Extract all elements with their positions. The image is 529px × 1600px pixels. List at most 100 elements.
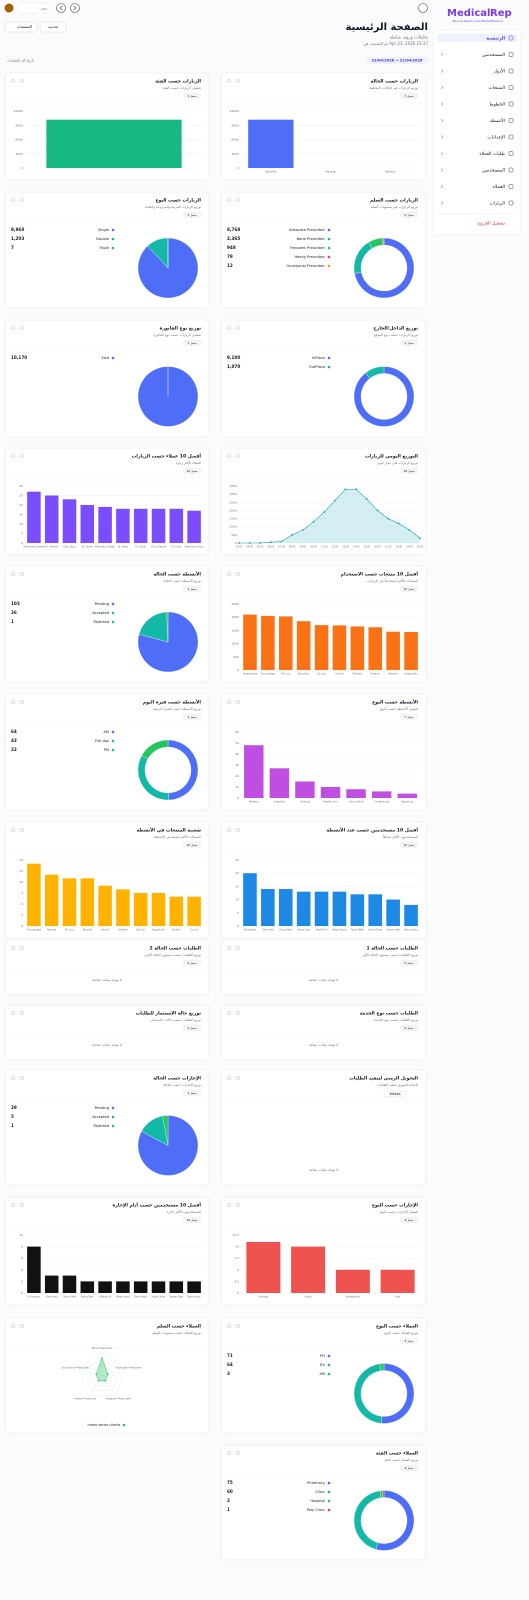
download-icon[interactable] <box>227 1203 231 1207</box>
nav-item[interactable]: الأنشطة <box>490 117 505 124</box>
download-icon[interactable] <box>227 1451 231 1455</box>
nav-item[interactable]: الأدوار <box>493 68 505 75</box>
download-icon[interactable] <box>11 326 15 330</box>
nav-icon <box>508 101 514 107</box>
nav-item[interactable]: طلبات العملاء <box>479 152 505 157</box>
nav-item[interactable]: الخطوط <box>489 103 505 108</box>
nav-item[interactable]: العملاء <box>493 185 505 190</box>
x-tick-label: Brufen <box>172 929 180 932</box>
pie-slice <box>162 1115 169 1146</box>
legend-dot <box>327 1508 331 1512</box>
info-icon[interactable] <box>236 828 240 832</box>
download-icon[interactable] <box>11 79 15 83</box>
download-icon[interactable] <box>11 828 15 832</box>
download-icon[interactable] <box>227 198 231 202</box>
download-icon[interactable] <box>227 1324 231 1328</box>
legend-dot <box>327 255 331 259</box>
download-icon[interactable] <box>11 1076 15 1080</box>
info-icon[interactable] <box>236 1011 240 1015</box>
download-icon[interactable] <box>11 946 15 950</box>
legend-value: 1,203 <box>11 236 24 241</box>
info-icon[interactable] <box>20 1203 24 1207</box>
y-tick-label: 1000 <box>229 525 237 529</box>
filters-button[interactable] <box>4 21 38 33</box>
date-pill[interactable] <box>366 57 428 64</box>
select-box[interactable] <box>383 1090 407 1098</box>
download-icon[interactable] <box>11 454 15 458</box>
radar-axis <box>79 1368 103 1377</box>
point <box>333 499 336 502</box>
info-icon[interactable] <box>236 454 240 458</box>
back-button[interactable] <box>56 3 66 13</box>
forward-button[interactable] <box>70 3 80 13</box>
nav-item[interactable]: الزيارات <box>490 202 505 207</box>
legend-value: 8,960 <box>11 227 24 232</box>
download-icon[interactable] <box>11 198 15 202</box>
avatar[interactable] <box>4 3 14 13</box>
nav-item[interactable]: الإعدادات <box>487 136 505 141</box>
download-icon[interactable] <box>227 700 231 704</box>
legend-dot <box>327 237 331 241</box>
info-icon[interactable] <box>236 1203 240 1207</box>
download-icon[interactable] <box>227 572 231 576</box>
y-tick-label: 50 <box>235 741 239 745</box>
card-title: توزيع الداخل/الخارج <box>373 326 418 332</box>
info-icon[interactable] <box>236 1324 240 1328</box>
x-tick-label: 15:00 <box>363 546 370 549</box>
nav-chevron <box>440 118 444 123</box>
info-icon[interactable] <box>20 572 24 576</box>
y-tick-label: 0 <box>21 541 23 545</box>
info-icon[interactable] <box>20 454 24 458</box>
info-icon[interactable] <box>20 198 24 202</box>
info-icon[interactable] <box>20 700 24 704</box>
download-icon[interactable] <box>11 700 15 704</box>
nav-item[interactable]: الرئيسية <box>486 37 505 42</box>
info-icon[interactable] <box>20 79 24 83</box>
area <box>239 489 420 543</box>
info-icon[interactable] <box>20 1324 24 1328</box>
info-icon[interactable] <box>20 326 24 330</box>
info-icon[interactable] <box>20 828 24 832</box>
badge <box>399 1337 419 1344</box>
nav-item[interactable]: المستخدمين <box>482 53 505 58</box>
nav-item[interactable]: المستخدمين <box>482 169 505 174</box>
download-icon[interactable] <box>227 828 231 832</box>
download-icon[interactable] <box>227 1076 231 1080</box>
sidebar-toggle[interactable] <box>418 3 428 13</box>
info-icon[interactable] <box>236 198 240 202</box>
download-icon[interactable] <box>227 946 231 950</box>
card-title: الزيارات حسب السلم <box>370 199 418 204</box>
info-icon[interactable] <box>20 1076 24 1080</box>
refresh-button[interactable] <box>39 21 67 33</box>
card <box>220 1444 427 1561</box>
legend-value: 12 <box>227 263 233 268</box>
info-icon[interactable] <box>236 700 240 704</box>
download-icon[interactable] <box>11 1203 15 1207</box>
info-icon[interactable] <box>236 946 240 950</box>
search-box[interactable] <box>16 2 54 14</box>
legend-label: Heavy Prescriber <box>294 255 325 259</box>
y-tick-label: 30 <box>235 763 239 767</box>
download-icon[interactable] <box>227 1011 231 1015</box>
y-tick-label: 40 <box>235 752 239 756</box>
download-icon[interactable] <box>11 572 15 576</box>
download-icon[interactable] <box>11 1011 15 1015</box>
bar <box>291 1246 326 1293</box>
info-icon[interactable] <box>236 79 240 83</box>
info-icon[interactable] <box>236 1451 240 1455</box>
nav-item[interactable]: المنتجات <box>489 86 505 91</box>
info-icon[interactable] <box>20 946 24 950</box>
bar <box>371 791 392 798</box>
download-icon[interactable] <box>227 79 231 83</box>
info-icon[interactable] <box>236 326 240 330</box>
radar-grid <box>90 1363 114 1386</box>
download-icon[interactable] <box>11 1324 15 1328</box>
card-title: الطلبات حسب الحالة 1 <box>366 946 418 952</box>
info-icon[interactable] <box>236 1076 240 1080</box>
x-tick-label: 11:00 <box>321 546 328 549</box>
download-icon[interactable] <box>227 454 231 458</box>
info-icon[interactable] <box>20 1011 24 1015</box>
logout[interactable]: تسجيل الخروج <box>478 222 506 227</box>
download-icon[interactable] <box>227 326 231 330</box>
info-icon[interactable] <box>236 572 240 576</box>
